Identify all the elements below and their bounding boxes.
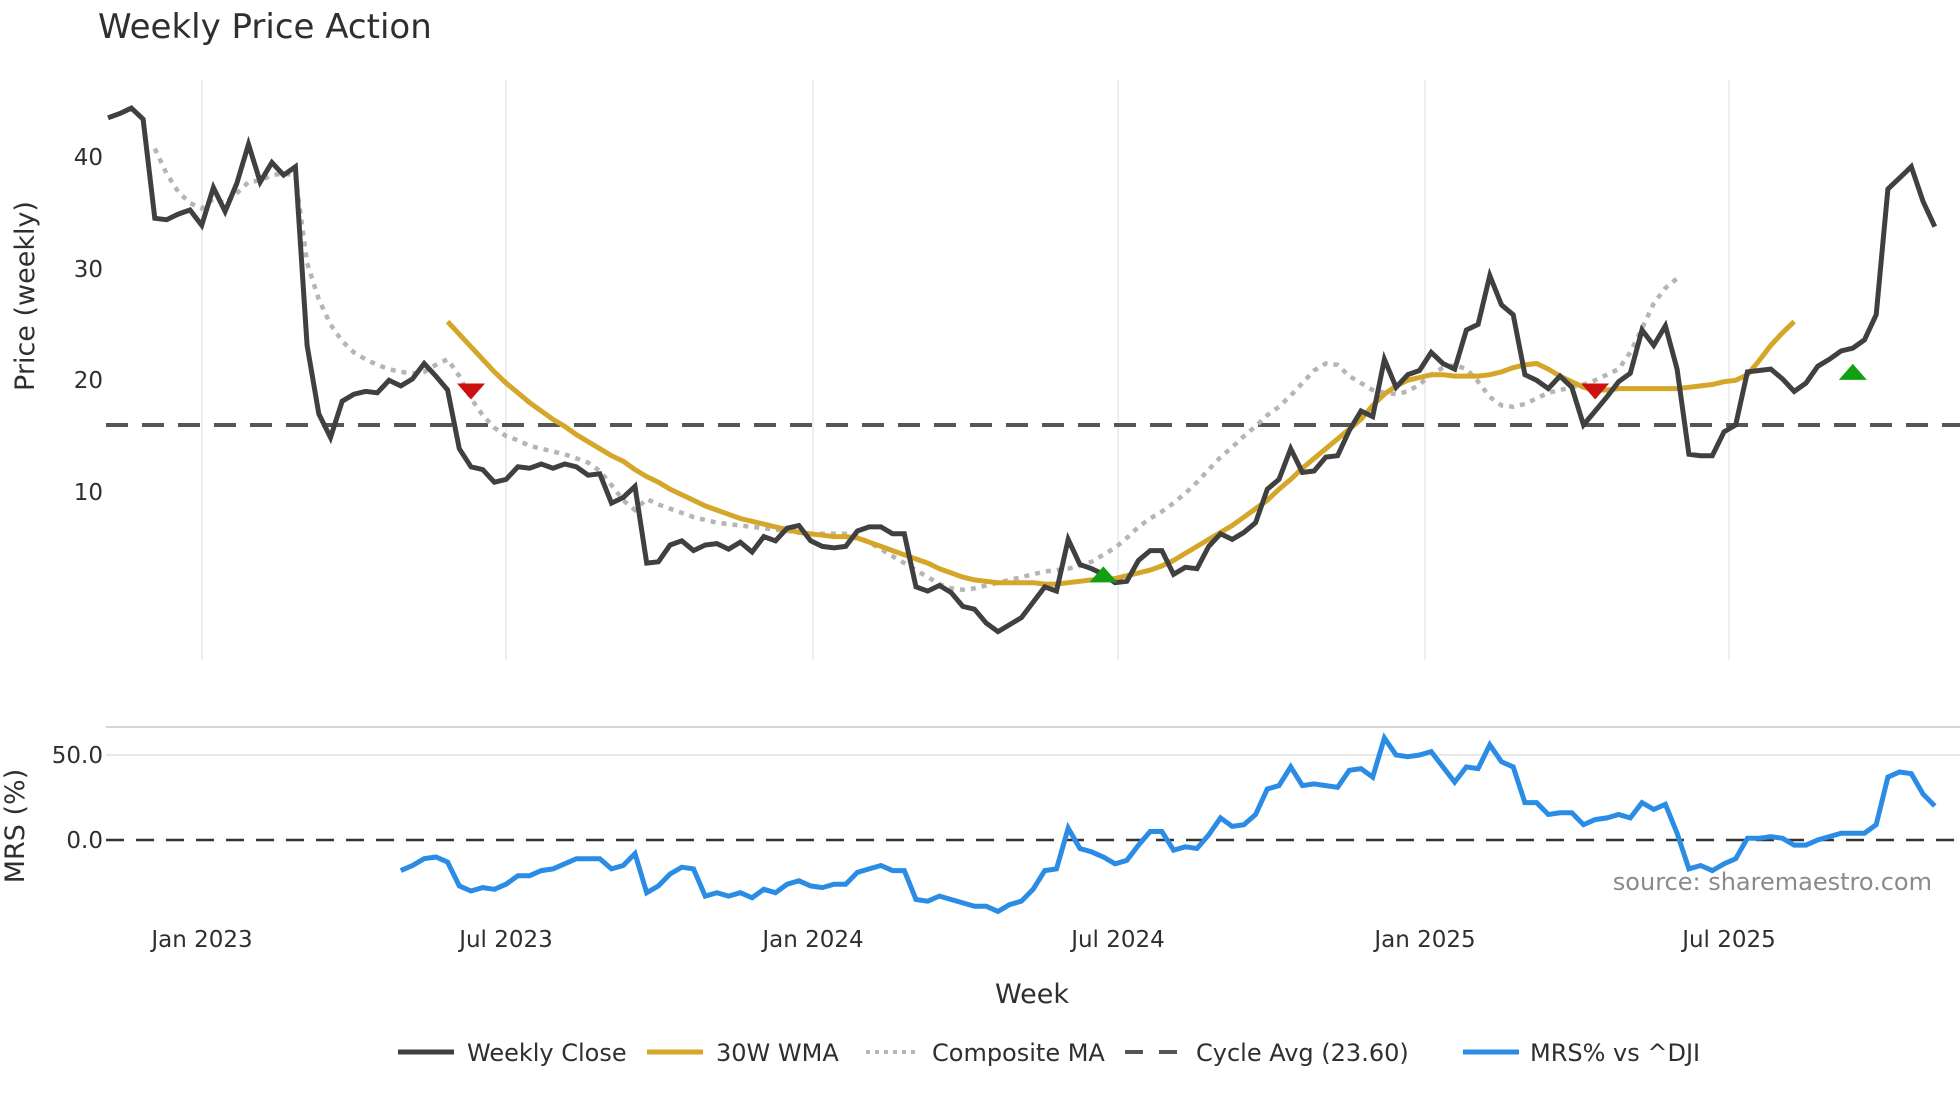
legend-label-30w-wma: 30W WMA	[716, 1039, 839, 1067]
legend-label-composite-ma: Composite MA	[932, 1039, 1105, 1067]
composite-ma-line	[152, 147, 1679, 592]
signal-markers	[457, 363, 1867, 583]
wma-30w-line	[445, 319, 1796, 587]
mrs-tick-50: 50.0	[52, 743, 103, 769]
price-tick-30: 30	[74, 257, 103, 283]
x-tick-jul-2025: Jul 2025	[1680, 927, 1776, 953]
x-tick-jul-2024: Jul 2024	[1069, 927, 1165, 953]
mrs-series-group	[399, 732, 1937, 915]
legend-item-30w-wma[interactable]: 30W WMA	[647, 1039, 839, 1067]
price-tick-40: 40	[74, 145, 103, 171]
legend-label-weekly-close: Weekly Close	[467, 1039, 627, 1067]
legend: Weekly Close 30W WMA Composite MA Cycle …	[398, 1039, 1700, 1067]
sell-signal-marker-icon	[457, 383, 486, 400]
mrs-line	[399, 732, 1937, 915]
legend-label-mrs: MRS% vs ^DJI	[1530, 1039, 1700, 1067]
buy-signal-marker-icon	[1838, 363, 1867, 380]
legend-item-mrs[interactable]: MRS% vs ^DJI	[1463, 1039, 1700, 1067]
price-tick-10: 10	[74, 480, 103, 506]
legend-item-composite-ma[interactable]: Composite MA	[866, 1039, 1105, 1067]
mrs-tick-0: 0.0	[66, 828, 103, 854]
legend-label-cycle-avg: Cycle Avg (23.60)	[1196, 1039, 1409, 1067]
sell-signal-marker-icon	[1581, 383, 1610, 400]
legend-item-cycle-avg[interactable]: Cycle Avg (23.60)	[1125, 1039, 1409, 1067]
x-tick-jan-2025: Jan 2025	[1372, 927, 1475, 953]
buy-signal-marker-icon	[1089, 566, 1118, 583]
x-tick-jan-2024: Jan 2024	[760, 927, 863, 953]
chart-title: Weekly Price Action	[98, 7, 432, 47]
source-annotation: source: sharemaestro.com	[1613, 868, 1932, 896]
mrs-y-axis-title: MRS (%)	[0, 769, 31, 884]
price-tick-20: 20	[74, 368, 103, 394]
x-tick-jul-2023: Jul 2023	[457, 927, 553, 953]
x-axis-title: Week	[995, 979, 1069, 1010]
x-tick-jan-2023: Jan 2023	[149, 927, 252, 953]
price-series-group	[107, 105, 1938, 635]
price-y-axis-title: Price (weekly)	[10, 201, 41, 391]
x-gridlines	[201, 80, 1730, 660]
legend-item-weekly-close[interactable]: Weekly Close	[398, 1039, 627, 1067]
weekly-close-line	[107, 105, 1938, 635]
